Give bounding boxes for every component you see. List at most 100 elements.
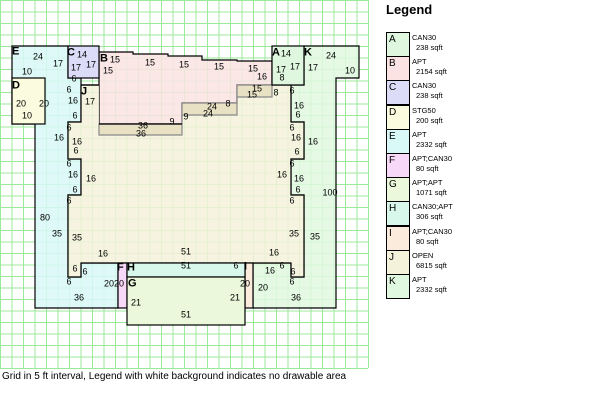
dimension-label: 6 — [72, 110, 78, 121]
dimension-label: 8 — [279, 72, 285, 83]
legend-letter: K — [389, 276, 396, 287]
area-a[interactable] — [271, 45, 305, 86]
legend-swatch-a: A — [386, 32, 410, 57]
legend-letter: H — [389, 203, 397, 215]
dimension-label: 20 — [38, 98, 50, 109]
legend-use: CAN30 — [412, 33, 437, 42]
dimension-label: 16 — [268, 247, 280, 258]
legend-use: APT — [412, 129, 427, 139]
dimension-label: 10 — [21, 110, 33, 121]
area-letter: J — [81, 85, 88, 98]
dimension-label: 6 — [295, 109, 301, 120]
legend-title: Legend — [386, 2, 433, 17]
legend-area: 1071 sqft — [416, 188, 447, 198]
dimension-label: 6 — [66, 122, 72, 133]
legend-text: APT 2154 sqft — [412, 57, 492, 77]
dimension-label: 100 — [322, 187, 338, 198]
dimension-label: 6 — [289, 85, 295, 96]
dimension-label: 17 — [85, 59, 97, 70]
legend-area: 80 sqft — [416, 236, 439, 246]
dimension-label: 16 — [97, 248, 109, 259]
dimension-label: 6 — [233, 260, 239, 271]
dimension-label: 15 — [247, 63, 259, 74]
dimension-label: 16 — [256, 71, 268, 82]
legend-text: STG50 200 sqft — [412, 106, 492, 126]
legend-letter: B — [389, 58, 396, 70]
dimension-label: 20 — [103, 278, 115, 289]
dimension-label: 35 — [71, 232, 83, 243]
dimension-label: 9 — [183, 111, 189, 122]
dimension-label: 6 — [289, 122, 295, 133]
legend-area: 80 sqft — [416, 164, 439, 173]
legend-letter: D — [389, 106, 397, 118]
legend-text: CAN30 238 sqft — [412, 81, 492, 101]
dimension-label: 16 — [67, 169, 79, 180]
legend-swatch-c: C — [386, 80, 410, 106]
area-c[interactable] — [67, 45, 100, 79]
dimension-label: 10 — [344, 65, 356, 76]
dimension-label: 16 — [290, 132, 302, 143]
legend-text: APT 2332 sqft — [412, 130, 492, 150]
footer-note: Grid in 5 ft interval, Legend with white… — [2, 371, 347, 382]
dimension-label: 17 — [84, 96, 96, 107]
dimension-label: 51 — [180, 246, 192, 257]
legend-letter: G — [389, 179, 397, 191]
dimension-label: 15 — [213, 61, 225, 72]
legend-area: 6815 sqft — [416, 260, 447, 270]
dimension-label: 17 — [289, 61, 301, 72]
dimension-label: 17 — [275, 64, 287, 75]
dimension-label: 14 — [76, 49, 88, 60]
legend-swatch-j: J — [386, 249, 410, 275]
dimension-label: 6 — [73, 145, 79, 156]
dimension-label: 6 — [82, 266, 88, 277]
dimension-label: 24 — [202, 108, 214, 119]
dimension-label: 15 — [144, 57, 156, 68]
area-g[interactable] — [126, 276, 246, 326]
legend-swatch-d: D — [386, 104, 410, 130]
area-letter: D — [12, 79, 20, 92]
dimension-label: 35 — [288, 228, 300, 239]
dimension-label: 15 — [178, 59, 190, 70]
dimension-label: 6 — [71, 73, 77, 84]
dimension-label: 20 — [239, 278, 251, 289]
legend-letter: I — [389, 227, 392, 239]
dimension-label: 15 — [109, 54, 121, 65]
dimension-label: 36 — [137, 120, 149, 131]
legend-text: CAN30;APT 306 sqft — [412, 202, 492, 222]
legend-text: CAN30 238 sqft — [412, 33, 492, 53]
area-d[interactable] — [11, 77, 46, 125]
area-letter: K — [304, 46, 312, 59]
dimension-label: 6 — [72, 184, 78, 195]
legend-letter: E — [389, 130, 396, 142]
dimension-label: 24 — [32, 51, 44, 62]
legend-area: 2154 sqft — [416, 67, 447, 77]
dimension-label: 21 — [229, 292, 241, 303]
legend-use: APT — [412, 275, 427, 284]
dimension-label: 10 — [21, 66, 33, 77]
dimension-label: 15 — [102, 65, 114, 76]
dimension-label: 6 — [66, 158, 72, 169]
dimension-label: 6 — [289, 195, 295, 206]
legend-letter: A — [389, 34, 396, 45]
dimension-label: 15 — [251, 83, 263, 94]
dimension-label: 6 — [72, 263, 78, 274]
dimension-label: 17 — [70, 62, 82, 73]
dimension-label: 51 — [180, 260, 192, 271]
dimension-label: 16 — [307, 136, 319, 147]
legend-use: STG50 — [412, 105, 436, 115]
dimension-label: 6 — [66, 195, 72, 206]
legend-text: APT;APT 1071 sqft — [412, 178, 492, 198]
dimension-label: 6 — [289, 158, 295, 169]
dimension-label: 20 — [15, 98, 27, 109]
dimension-label: 20 — [113, 278, 125, 289]
legend-text: OPEN 6815 sqft — [412, 251, 492, 271]
dimension-label: 36 — [135, 128, 147, 139]
legend-use: APT;CAN30 — [412, 154, 453, 163]
dimension-label: 6 — [289, 276, 295, 287]
dimension-label: 8 — [273, 87, 279, 98]
legend-swatch-i: I — [386, 225, 410, 251]
dimension-label: 51 — [180, 309, 192, 320]
dimension-label: 17 — [307, 62, 319, 73]
legend-letter: J — [389, 251, 394, 263]
